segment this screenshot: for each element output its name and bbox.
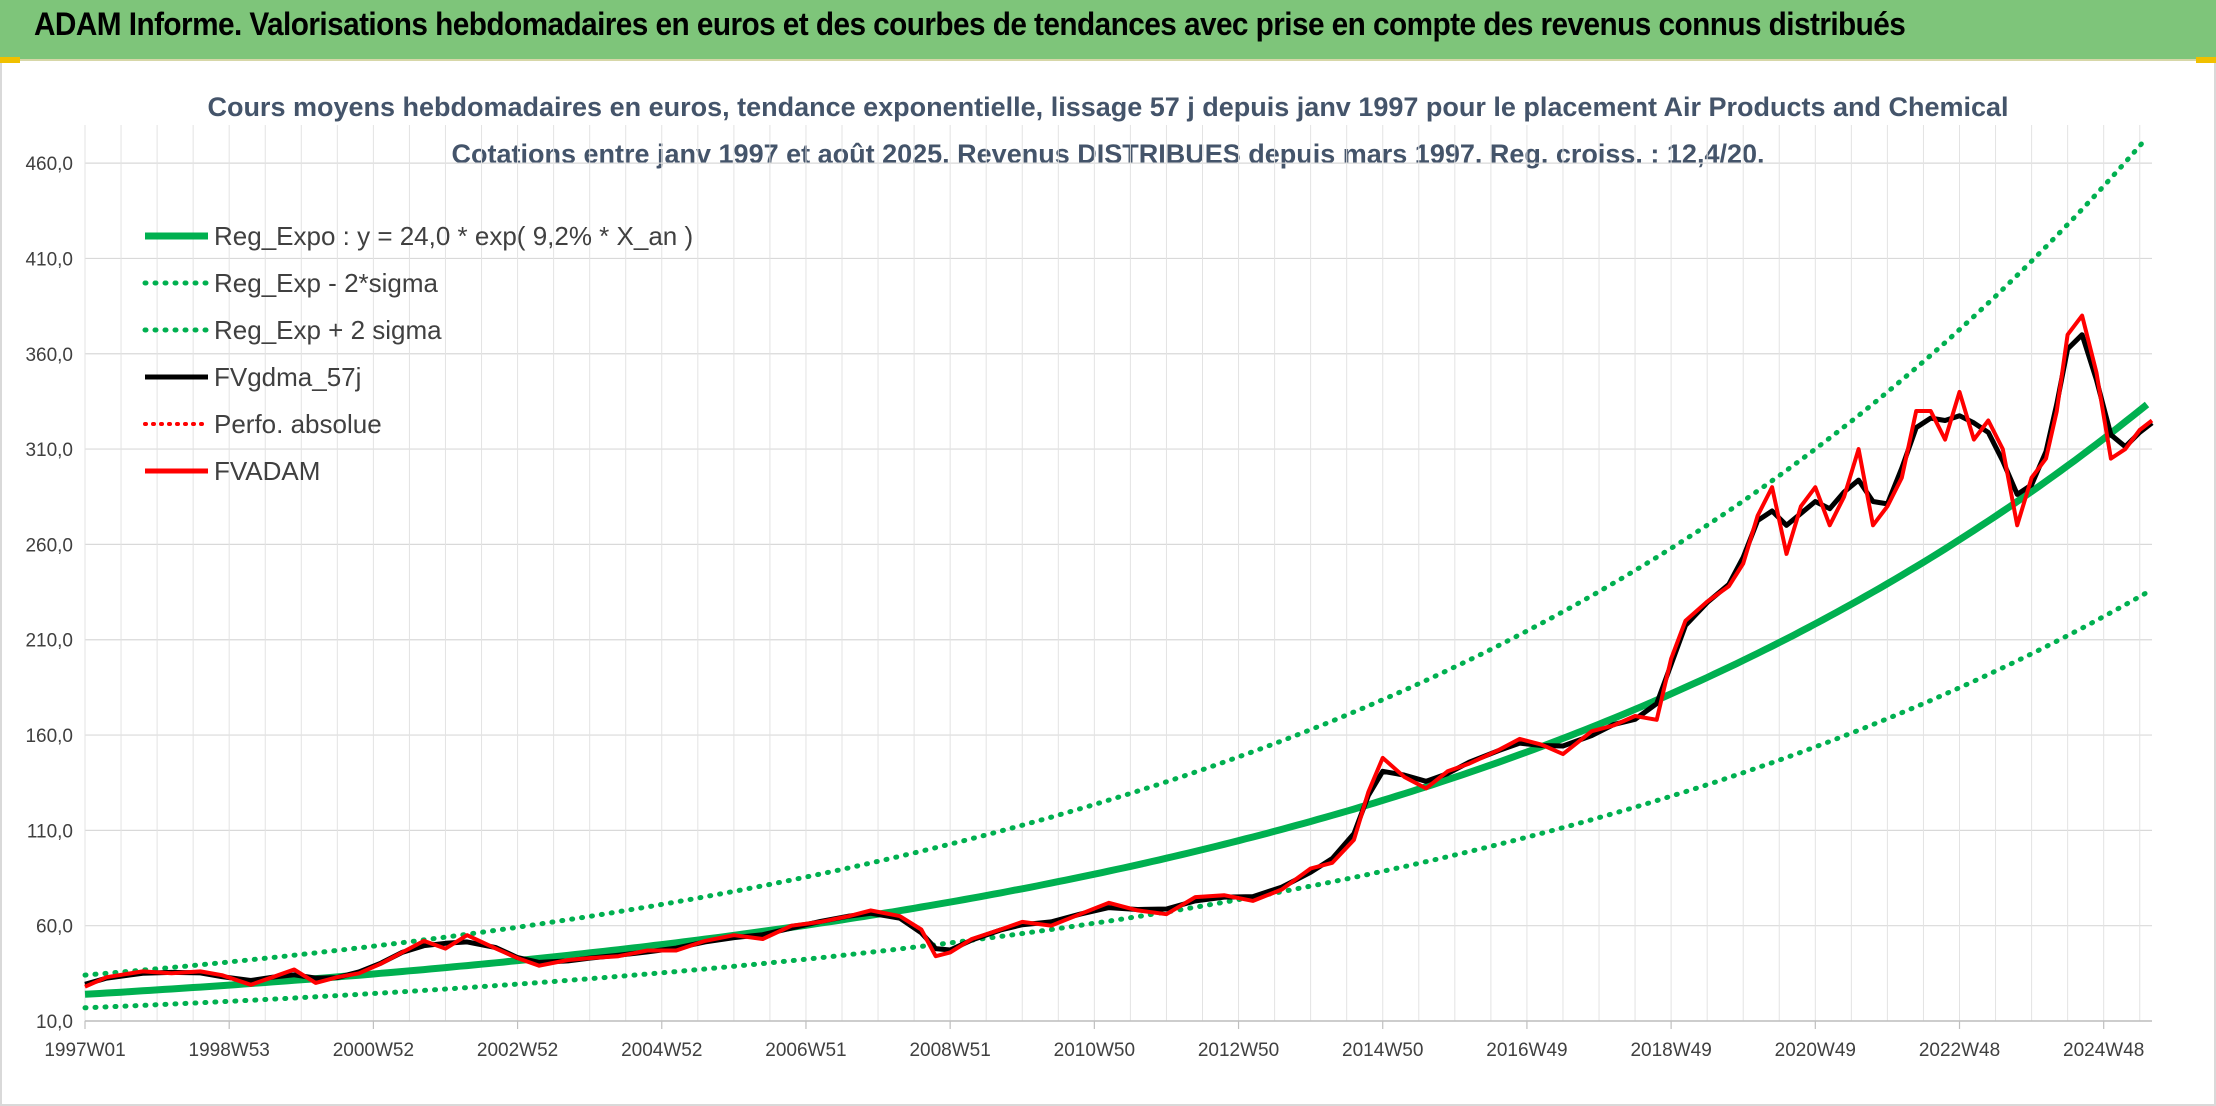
legend-fvgdma-57j-label: FVgdma_57j [214, 362, 361, 392]
x-tick-label: 2016W49 [1486, 1040, 1567, 1061]
y-axis-ticks: 10,0 60,0 110,0 160,0 210,0 260,0 310,0 360,0 41… [25, 154, 73, 1033]
y-tick-label: 160,0 [25, 726, 73, 747]
series-lines [82, 135, 2154, 1011]
corner-marker-left [0, 57, 20, 63]
fvadam-line [84, 313, 2154, 989]
x-tick-label: 2000W52 [333, 1040, 414, 1061]
fvgdma-57j-line [84, 332, 2154, 987]
corner-marker-right [2196, 57, 2216, 63]
x-tick-label: 2012W50 [1198, 1040, 1279, 1061]
legend-perfo-absolue-label: Perfo. absolue [214, 409, 382, 439]
x-tick-label: 2008W51 [909, 1040, 990, 1061]
x-axis-ticks: 1997W01 1998W53 2000W52 2002W52 2004W52 2006W… [44, 1021, 2144, 1061]
y-tick-label: 10,0 [36, 1012, 73, 1033]
x-tick-label: 2022W48 [1919, 1040, 2000, 1061]
grid [84, 125, 2152, 1022]
reg-expo-line [84, 401, 2150, 998]
x-tick-label: 2004W52 [621, 1040, 702, 1061]
header-banner: ADAM Informe. Valorisations hebdomadaire… [0, 0, 2216, 61]
y-tick-label: 260,0 [25, 535, 73, 556]
chart-title-line1: Cours moyens hebdomadaires en euros, ten… [207, 92, 2009, 122]
legend-reg-minus-2sigma-label: Reg_Exp - 2*sigma [214, 268, 439, 298]
legend: Reg_Expo : y = 24,0 * exp( 9,2% * X_an )… [142, 221, 693, 486]
y-tick-label: 60,0 [36, 917, 73, 938]
x-tick-label: 2014W50 [1342, 1040, 1423, 1061]
chart-title-line2: Cotations entre janv 1997 et août 2025. … [451, 139, 1765, 169]
x-tick-label: 2010W50 [1054, 1040, 1135, 1061]
page-title: ADAM Informe. Valorisations hebdomadaire… [34, 6, 1906, 42]
legend-reg-plus-2sigma-label: Reg_Exp + 2 sigma [214, 315, 442, 345]
perfo-absolue-line [84, 314, 2153, 989]
y-tick-label: 460,0 [25, 154, 73, 175]
x-tick-label: 1998W53 [189, 1040, 270, 1061]
x-tick-label: 2018W49 [1630, 1040, 1711, 1061]
legend-fvadam-label: FVADAM [214, 456, 320, 486]
y-tick-label: 410,0 [25, 249, 73, 270]
x-tick-label: 2024W48 [2063, 1040, 2144, 1061]
y-tick-label: 360,0 [25, 345, 73, 366]
y-tick-label: 310,0 [25, 440, 73, 461]
y-tick-label: 110,0 [27, 821, 73, 842]
x-tick-label: 2002W52 [477, 1040, 558, 1061]
x-tick-label: 1997W01 [44, 1040, 125, 1061]
y-tick-label: 210,0 [25, 631, 73, 652]
x-tick-label: 2006W51 [765, 1040, 846, 1061]
reg-plus-2sigma-line [82, 135, 2150, 978]
legend-reg-expo-label: Reg_Expo : y = 24,0 * exp( 9,2% * X_an ) [214, 221, 693, 251]
x-tick-label: 2020W49 [1775, 1040, 1856, 1061]
